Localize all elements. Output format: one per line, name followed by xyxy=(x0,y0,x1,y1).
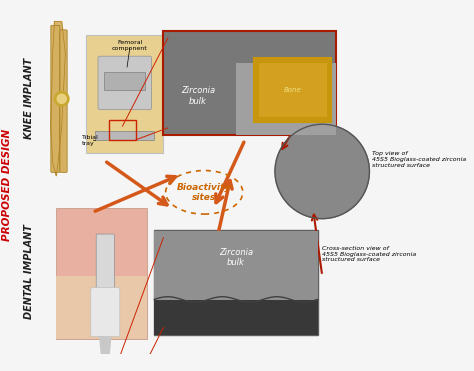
FancyBboxPatch shape xyxy=(98,56,152,110)
Text: Femoral
component: Femoral component xyxy=(112,40,148,50)
Circle shape xyxy=(55,92,69,106)
Text: Bone: Bone xyxy=(283,87,301,93)
FancyBboxPatch shape xyxy=(95,131,155,139)
Text: Zirconia
bulk: Zirconia bulk xyxy=(219,248,253,267)
FancyBboxPatch shape xyxy=(51,25,60,173)
Text: Bioactivity
sites: Bioactivity sites xyxy=(177,183,231,202)
Text: Zirconia
bulk: Zirconia bulk xyxy=(181,86,215,106)
FancyBboxPatch shape xyxy=(236,63,336,135)
FancyBboxPatch shape xyxy=(104,72,145,90)
FancyBboxPatch shape xyxy=(259,63,327,117)
FancyBboxPatch shape xyxy=(56,208,147,339)
FancyBboxPatch shape xyxy=(86,35,164,153)
Text: PROPOSED DESIGN: PROPOSED DESIGN xyxy=(2,129,12,241)
FancyBboxPatch shape xyxy=(155,232,318,300)
Text: Tibial
tray: Tibial tray xyxy=(82,135,99,146)
FancyBboxPatch shape xyxy=(155,230,318,335)
Circle shape xyxy=(275,124,369,219)
FancyBboxPatch shape xyxy=(60,30,67,173)
Text: DENTAL IMPLANT: DENTAL IMPLANT xyxy=(24,224,34,319)
FancyBboxPatch shape xyxy=(155,300,318,335)
Polygon shape xyxy=(98,317,112,371)
FancyBboxPatch shape xyxy=(56,276,147,339)
Circle shape xyxy=(57,94,66,104)
Text: Top view of
45S5 Bioglass-coated zirconia
structured surface: Top view of 45S5 Bioglass-coated zirconi… xyxy=(372,151,466,168)
FancyBboxPatch shape xyxy=(254,58,331,122)
FancyBboxPatch shape xyxy=(96,234,114,318)
Polygon shape xyxy=(51,22,65,176)
Text: KNEE IMPLANT: KNEE IMPLANT xyxy=(24,58,34,139)
Text: Cross-section view of
45S5 Bioglass-coated zirconia
structured surface: Cross-section view of 45S5 Bioglass-coat… xyxy=(322,246,417,262)
FancyBboxPatch shape xyxy=(164,31,336,135)
FancyBboxPatch shape xyxy=(91,288,120,336)
